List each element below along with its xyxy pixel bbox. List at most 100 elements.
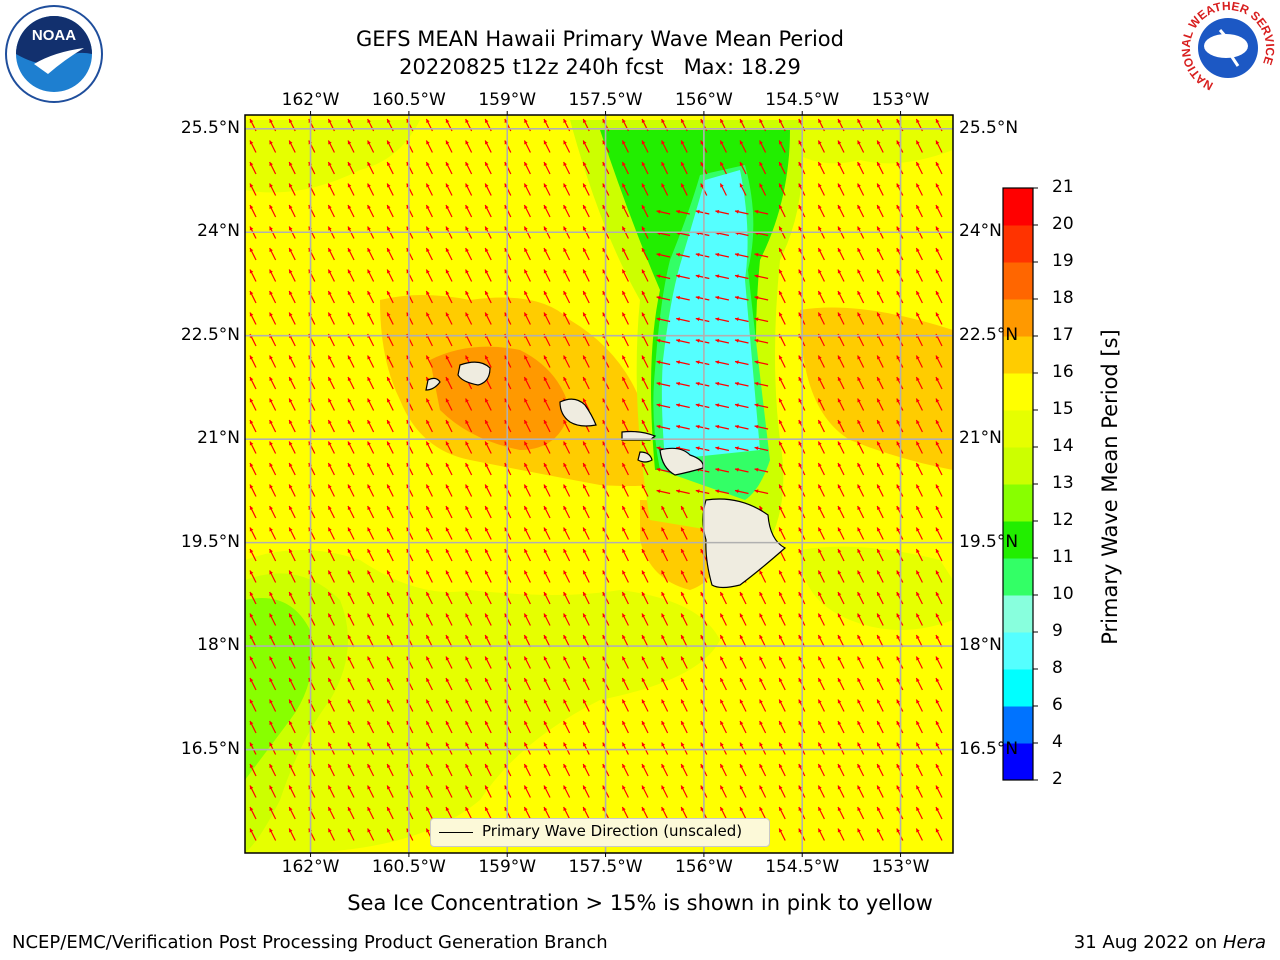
lon-tick-top: 157.5°W xyxy=(568,90,643,110)
direction-arrowhead xyxy=(837,807,842,811)
direction-arrowhead xyxy=(367,463,371,467)
direction-arrowhead xyxy=(387,377,391,381)
direction-arrowhead xyxy=(602,721,607,725)
direction-arrowhead xyxy=(935,828,940,833)
direction-arrowhead xyxy=(759,678,763,682)
direction-arrowhead xyxy=(622,248,626,252)
direction-arrowhead xyxy=(563,721,567,725)
direction-arrowhead xyxy=(641,721,646,725)
direction-arrowhead xyxy=(543,248,548,252)
direction-arrowhead xyxy=(916,162,920,166)
direction-arrowhead xyxy=(426,183,430,188)
direction-arrowhead xyxy=(328,248,332,252)
colorbar-tick-label: 17 xyxy=(1052,325,1074,345)
direction-arrowhead xyxy=(739,742,744,747)
direction-arrowhead xyxy=(798,398,803,403)
direction-arrowhead xyxy=(661,742,665,747)
direction-arrowhead xyxy=(602,355,607,360)
direction-arrowhead xyxy=(641,463,646,467)
direction-arrowhead xyxy=(759,506,763,510)
direction-arrowhead xyxy=(426,420,430,424)
direction-arrowhead xyxy=(857,742,861,747)
direction-arrowhead xyxy=(465,764,469,768)
direction-arrowhead xyxy=(681,721,685,725)
direction-arrowhead xyxy=(426,248,430,252)
direction-arrowhead xyxy=(543,506,548,510)
direction-arrowhead xyxy=(916,570,920,575)
direction-arrowhead xyxy=(837,506,842,510)
direction-arrowhead xyxy=(387,828,391,833)
direction-arrowhead xyxy=(602,140,607,145)
direction-arrowhead xyxy=(543,269,548,274)
direction-arrowhead xyxy=(779,484,783,489)
direction-arrowhead xyxy=(779,635,783,639)
direction-arrowhead xyxy=(328,441,332,446)
direction-arrowhead xyxy=(641,506,646,510)
direction-arrowhead xyxy=(563,183,567,188)
direction-arrowhead xyxy=(269,721,273,725)
direction-arrowhead xyxy=(818,721,822,725)
direction-arrowhead xyxy=(759,699,763,704)
direction-arrowhead xyxy=(328,463,332,467)
direction-arrowhead xyxy=(661,506,665,510)
direction-arrowhead xyxy=(622,656,626,661)
direction-arrowhead xyxy=(543,764,548,768)
direction-arrowhead xyxy=(563,613,567,618)
direction-arrowhead xyxy=(896,549,901,553)
direction-arrowhead xyxy=(916,484,920,489)
direction-arrowhead xyxy=(779,678,783,682)
direction-arrowhead xyxy=(249,119,254,123)
noaa-logo: NOAA xyxy=(5,5,103,103)
direction-arrowhead xyxy=(622,312,626,317)
direction-arrowhead xyxy=(347,764,352,768)
direction-arrowhead xyxy=(426,592,430,596)
colorbar-tick-label: 10 xyxy=(1052,584,1074,604)
direction-arrowhead xyxy=(524,549,528,553)
direction-arrowhead xyxy=(641,248,646,252)
direction-arrowhead xyxy=(426,162,430,166)
colorbar-tick-label: 6 xyxy=(1052,695,1063,715)
direction-arrowhead xyxy=(387,592,391,596)
direction-arrowhead xyxy=(583,635,587,639)
direction-arrowhead xyxy=(754,403,759,408)
direction-arrowhead xyxy=(289,312,293,317)
colorbar-label: Primary Wave Mean Period [s] xyxy=(1098,329,1122,645)
direction-arrowhead xyxy=(896,162,901,166)
direction-arrowhead xyxy=(269,269,273,274)
direction-arrowhead xyxy=(445,549,450,553)
direction-arrowhead xyxy=(837,355,842,360)
direction-arrowhead xyxy=(877,248,881,252)
direction-arrowhead xyxy=(347,549,352,553)
direction-arrowhead xyxy=(445,205,450,209)
direction-arrowhead xyxy=(485,140,489,145)
direction-arrowhead xyxy=(602,764,607,768)
direction-arrowhead xyxy=(524,570,528,575)
direction-arrowhead xyxy=(715,381,720,386)
legend-line-swatch xyxy=(439,832,473,833)
colorbar-tick-label: 19 xyxy=(1052,251,1074,271)
field-14s-northeast xyxy=(760,120,953,164)
direction-arrowhead xyxy=(583,764,587,768)
direction-arrowhead xyxy=(426,398,430,403)
direction-arrowhead xyxy=(563,312,567,317)
direction-arrowhead xyxy=(700,656,705,661)
direction-arrowhead xyxy=(602,269,607,274)
direction-arrowhead xyxy=(563,377,567,381)
direction-arrowhead xyxy=(504,807,509,811)
field-12s-southwest xyxy=(245,598,313,780)
colorbar-tick-label: 14 xyxy=(1052,436,1074,456)
direction-arrowhead xyxy=(445,699,450,704)
direction-arrowhead xyxy=(896,183,901,188)
direction-arrowhead xyxy=(543,570,548,575)
direction-arrowhead xyxy=(798,119,803,123)
direction-arrowhead xyxy=(583,506,587,510)
direction-arrowhead xyxy=(249,549,254,553)
direction-arrowhead xyxy=(739,635,744,639)
direction-arrowhead xyxy=(877,140,881,145)
direction-arrowhead xyxy=(935,140,940,145)
direction-arrowhead xyxy=(916,269,920,274)
direction-arrowhead xyxy=(754,360,759,365)
direction-arrowhead xyxy=(681,635,685,639)
direction-arrowhead xyxy=(622,527,626,532)
direction-arrowhead xyxy=(739,119,744,123)
